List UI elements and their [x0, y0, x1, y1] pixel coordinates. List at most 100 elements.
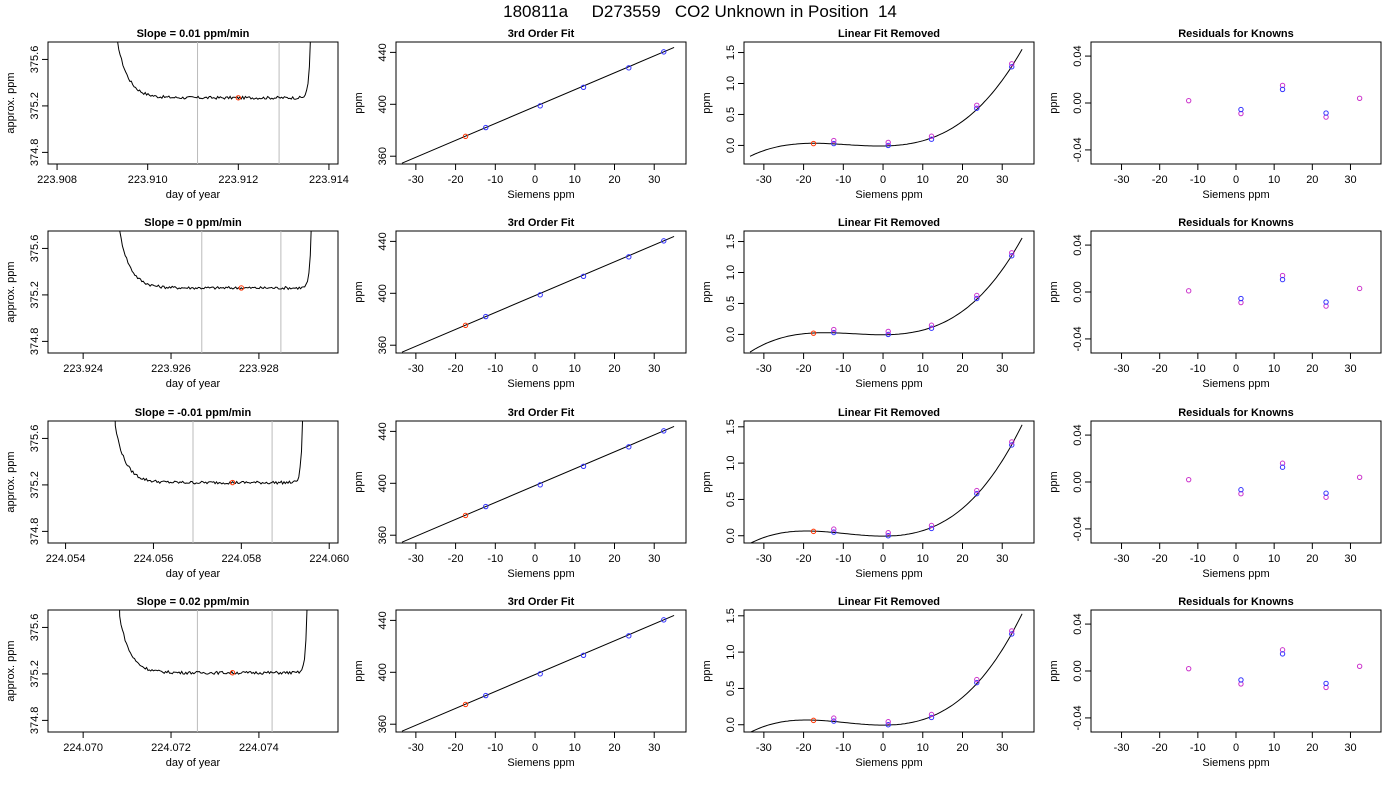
y-axis-label: approx. ppm	[5, 72, 17, 133]
residual-point	[1185, 288, 1192, 294]
y-tick-label: 360	[377, 526, 389, 544]
panel-title: Residuals for Knowns	[1178, 407, 1294, 419]
x-tick-label: -30	[756, 742, 772, 754]
known-point	[831, 329, 837, 336]
y-axis-label: ppm	[1048, 660, 1060, 681]
unknown-marker	[229, 670, 236, 676]
trace-line	[114, 421, 304, 486]
x-axis-label: Siemens ppm	[507, 757, 574, 769]
y-tick-label: 0.0	[725, 327, 737, 342]
x-tick-label: 10	[1268, 363, 1280, 375]
known-point	[580, 652, 587, 658]
x-tick-label: 10	[1268, 174, 1280, 186]
linear-removed-area	[749, 613, 1023, 732]
residual-point-repeat	[1279, 464, 1286, 470]
panel-title: Slope = -0.01 ppm/min	[135, 407, 252, 419]
cubic-curve	[749, 613, 1023, 732]
plot-frame	[47, 609, 339, 733]
y-tick-label: 1.5	[725, 608, 737, 623]
y-tick-label: 0.04	[1072, 424, 1084, 445]
x-tick-label: -10	[487, 363, 503, 375]
fit-panel: 3rd Order Fit Siemens ppm ppm -30 -20 -10 0 10 2…	[353, 217, 687, 390]
y-tick-label: 360	[377, 336, 389, 354]
y-tick-label: 0.5	[725, 492, 737, 507]
y-tick-label: 400	[377, 663, 389, 681]
y-tick-label: 0.5	[725, 296, 737, 311]
x-tick-label: -20	[448, 363, 464, 375]
x-axis-label: day of year	[166, 757, 221, 769]
known-point-repeat	[831, 326, 837, 333]
panel-title: Linear Fit Removed	[838, 217, 940, 229]
known-point	[580, 84, 587, 90]
y-tick-label: 0.00	[1072, 471, 1084, 492]
known-point-repeat	[928, 322, 935, 328]
x-tick-label: 0	[532, 553, 538, 565]
x-axis-label: Siemens ppm	[1202, 378, 1269, 390]
x-tick-label: -20	[796, 363, 812, 375]
main-title: 180811a D273559 CO2 Unknown in Position …	[503, 2, 897, 21]
residual-point-repeat	[1279, 651, 1286, 657]
y-tick-label: -0.04	[1072, 137, 1084, 162]
known-point	[885, 722, 891, 728]
y-tick-label: 0.04	[1072, 234, 1084, 255]
known-point-repeat	[831, 137, 837, 144]
known-point	[626, 65, 632, 71]
y-axis-label: ppm	[1048, 281, 1060, 302]
y-tick-label: 360	[377, 147, 389, 165]
residual-point-repeat	[1238, 106, 1244, 113]
known-point-repeat	[1009, 439, 1015, 445]
y-axis-label: approx. ppm	[5, 261, 17, 322]
trace-line	[119, 231, 312, 291]
linear-removed-panel: Linear Fit Removed Siemens ppm ppm -30 -20 -1…	[701, 217, 1035, 390]
x-tick-label: -30	[1114, 742, 1130, 754]
x-tick-label: 10	[1268, 553, 1280, 565]
unknown-point	[810, 330, 817, 336]
x-tick-label: 10	[917, 174, 929, 186]
residual-point-repeat	[1238, 677, 1244, 683]
known-point	[661, 617, 667, 623]
y-tick-label: 1.0	[725, 455, 737, 470]
x-tick-label: -30	[408, 174, 424, 186]
trace-panel: Slope = 0 ppm/min day of year approx. ppm 2…	[5, 217, 339, 390]
x-tick-label: 20	[608, 553, 620, 565]
y-tick-label: 374.8	[29, 518, 41, 546]
x-tick-label: 30	[648, 742, 660, 754]
y-axis-label: ppm	[1048, 92, 1060, 113]
x-tick-label: -10	[487, 553, 503, 565]
y-tick-label: 0.00	[1072, 660, 1084, 681]
residuals-panel: Residuals for Knowns Siemens ppm ppm -30 -20…	[1048, 407, 1382, 580]
y-tick-label: -0.04	[1072, 326, 1084, 351]
fit-area	[401, 426, 675, 543]
known-point-repeat	[974, 102, 980, 108]
x-tick-label: 30	[996, 363, 1008, 375]
x-tick-label: 0	[532, 174, 538, 186]
y-axis-label: ppm	[353, 281, 365, 302]
y-tick-label: 0.00	[1072, 281, 1084, 302]
x-tick-label: -10	[835, 363, 851, 375]
known-point	[1009, 631, 1015, 637]
known-point	[885, 331, 891, 338]
x-tick-label: 224.070	[63, 742, 103, 754]
linear-removed-area	[749, 424, 1023, 543]
x-tick-label: 0	[1233, 174, 1239, 186]
panel-title: 3rd Order Fit	[508, 217, 575, 229]
x-tick-label: -20	[1152, 553, 1168, 565]
known-point-repeat	[831, 526, 837, 532]
known-point	[483, 313, 489, 320]
residual-point	[1185, 97, 1192, 104]
x-tick-label: 0	[1233, 363, 1239, 375]
y-tick-label: 0.04	[1072, 45, 1084, 66]
x-tick-label: -20	[796, 742, 812, 754]
residual-point	[1356, 285, 1363, 292]
x-tick-label: -10	[487, 174, 503, 186]
y-tick-label: 375.2	[29, 281, 41, 309]
known-point	[974, 295, 980, 302]
known-point-repeat	[974, 487, 980, 494]
known-point	[1009, 253, 1015, 259]
linear-removed-panel: Linear Fit Removed Siemens ppm ppm -30 -20 -1…	[701, 596, 1035, 769]
panel-title: 3rd Order Fit	[508, 596, 575, 608]
fit-area	[401, 47, 675, 164]
residuals-panel: Residuals for Knowns Siemens ppm ppm -30 -20…	[1048, 28, 1382, 201]
x-axis-label: day of year	[166, 378, 221, 390]
y-axis-label: ppm	[701, 471, 713, 492]
